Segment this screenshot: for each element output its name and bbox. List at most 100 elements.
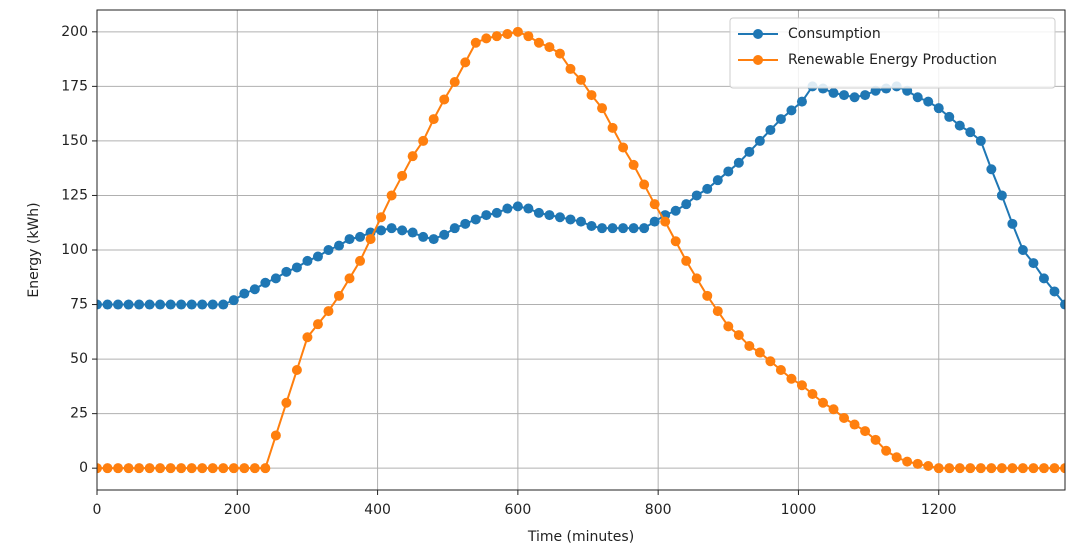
data-point bbox=[618, 142, 629, 153]
data-point bbox=[334, 290, 344, 301]
data-point bbox=[975, 463, 986, 474]
data-point bbox=[312, 251, 323, 262]
data-point bbox=[754, 135, 765, 146]
data-point bbox=[565, 214, 576, 225]
data-point bbox=[407, 227, 418, 238]
data-point bbox=[618, 223, 629, 234]
data-point bbox=[786, 105, 797, 116]
y-tick-label: 100 bbox=[61, 242, 88, 258]
data-point bbox=[923, 461, 934, 471]
data-point bbox=[1060, 463, 1065, 474]
data-point bbox=[449, 77, 460, 87]
data-point bbox=[681, 199, 692, 210]
data-point bbox=[586, 221, 597, 231]
data-point bbox=[786, 373, 797, 384]
data-point bbox=[502, 203, 513, 214]
data-point bbox=[870, 434, 881, 445]
data-point bbox=[681, 255, 692, 266]
data-point bbox=[270, 430, 281, 441]
data-point bbox=[355, 231, 366, 242]
data-point bbox=[197, 463, 208, 474]
legend-marker bbox=[753, 55, 763, 65]
data-point bbox=[754, 347, 765, 358]
data-point bbox=[176, 463, 187, 474]
data-point bbox=[155, 299, 166, 310]
data-point bbox=[270, 273, 281, 284]
data-point bbox=[544, 42, 555, 53]
data-point bbox=[1028, 463, 1039, 474]
legend: Consumption Renewable Energy Production bbox=[729, 17, 1056, 89]
x-tick-label: 800 bbox=[645, 502, 672, 518]
data-point bbox=[996, 463, 1007, 474]
data-point bbox=[397, 170, 408, 181]
legend-label: Renewable Energy Production bbox=[788, 52, 997, 68]
data-point bbox=[660, 216, 671, 227]
data-point bbox=[923, 96, 934, 107]
data-point bbox=[249, 463, 260, 474]
data-point bbox=[597, 223, 608, 234]
data-point bbox=[291, 365, 302, 375]
data-point bbox=[302, 255, 313, 266]
y-tick-label: 125 bbox=[61, 187, 88, 203]
data-point bbox=[228, 295, 239, 306]
x-tick-label: 400 bbox=[364, 502, 391, 518]
x-tick-label: 0 bbox=[93, 502, 102, 518]
data-point bbox=[628, 223, 639, 234]
data-point bbox=[765, 125, 776, 135]
data-point bbox=[1007, 218, 1018, 229]
legend-label: Consumption bbox=[788, 26, 881, 42]
data-point bbox=[965, 127, 976, 138]
data-point bbox=[470, 214, 481, 225]
data-point bbox=[860, 90, 871, 101]
data-point bbox=[733, 157, 744, 168]
y-tick-label: 200 bbox=[61, 24, 88, 40]
data-point bbox=[565, 63, 576, 74]
data-point bbox=[933, 103, 944, 114]
data-point bbox=[944, 111, 955, 122]
data-point bbox=[344, 234, 355, 245]
data-point bbox=[512, 201, 523, 212]
data-point bbox=[344, 273, 355, 284]
data-point bbox=[1038, 463, 1049, 474]
data-point bbox=[365, 234, 376, 245]
data-point bbox=[207, 463, 218, 474]
data-point bbox=[1049, 286, 1060, 297]
legend-box bbox=[729, 17, 1056, 89]
data-point bbox=[576, 74, 586, 85]
x-axis-label: Time (minutes) bbox=[527, 529, 634, 545]
data-point bbox=[291, 262, 302, 273]
data-point bbox=[554, 212, 565, 223]
data-point bbox=[1017, 463, 1028, 474]
data-point bbox=[176, 299, 187, 310]
data-point bbox=[460, 57, 471, 68]
data-point bbox=[102, 299, 113, 310]
data-point bbox=[986, 164, 997, 175]
data-point bbox=[723, 166, 734, 177]
data-point bbox=[481, 210, 492, 221]
data-point bbox=[1049, 463, 1060, 474]
grid bbox=[96, 10, 1065, 490]
data-point bbox=[376, 225, 387, 236]
data-point bbox=[249, 284, 260, 295]
data-point bbox=[218, 299, 229, 310]
data-point bbox=[839, 413, 850, 423]
data-point bbox=[376, 212, 387, 223]
data-point bbox=[912, 458, 923, 469]
data-point bbox=[470, 37, 481, 48]
data-point bbox=[639, 223, 650, 234]
data-point bbox=[649, 216, 660, 227]
data-point bbox=[670, 236, 681, 247]
data-point bbox=[312, 319, 323, 330]
data-point bbox=[670, 205, 681, 216]
y-tick-label: 175 bbox=[61, 78, 88, 94]
data-point bbox=[186, 463, 197, 474]
data-point bbox=[323, 245, 334, 255]
data-point bbox=[607, 122, 618, 133]
data-point bbox=[228, 463, 239, 474]
data-point bbox=[386, 190, 397, 201]
data-point bbox=[839, 90, 850, 101]
y-tick-label: 75 bbox=[70, 297, 88, 313]
data-point bbox=[1038, 273, 1049, 284]
x-tick-label: 200 bbox=[224, 502, 251, 518]
data-point bbox=[954, 120, 965, 131]
